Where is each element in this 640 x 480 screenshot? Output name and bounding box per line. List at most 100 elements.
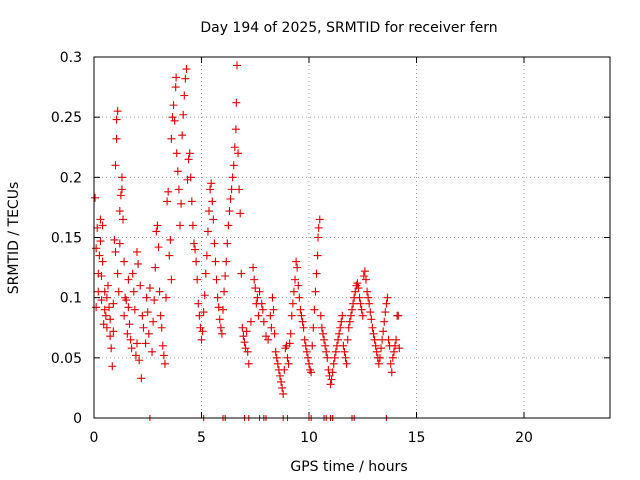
data-point [217,329,226,338]
data-point [171,83,180,92]
data-point [300,335,309,344]
data-points [91,61,404,421]
data-point [182,65,191,74]
data-point [278,383,287,392]
data-point [313,251,322,260]
data-point [101,311,110,320]
data-point [329,359,338,368]
data-point [258,305,267,314]
data-point [243,347,252,356]
data-point [108,362,117,371]
data-point [299,323,308,332]
data-point [115,207,124,216]
data-point [199,308,208,317]
data-point [186,173,195,182]
data-point [359,272,368,281]
axis-ticks: 0 0.05 0.1 0.15 0.2 0.25 0.3 0 5 10 15 20 [51,50,610,446]
data-point [298,317,307,326]
data-point [122,296,131,305]
data-point [200,291,209,300]
data-point [153,221,162,230]
data-point [123,329,132,338]
data-point [371,341,380,350]
data-point [377,344,386,353]
data-point [111,247,120,256]
data-point [120,257,129,266]
data-point [174,185,183,194]
data-point [191,245,200,254]
data-point [254,311,263,320]
data-point [288,299,297,308]
data-point [167,275,176,284]
data-point [317,323,326,332]
data-point [106,332,115,341]
data-point [341,353,350,362]
data-point [236,209,245,218]
data-point [141,339,150,348]
data-point [241,344,250,353]
data-point [203,227,212,236]
data-point [366,308,375,317]
data-point [297,311,306,320]
data-point [382,299,391,308]
data-point [380,317,389,326]
y-tick-label: 0.05 [51,351,82,367]
data-point [201,269,210,278]
data-point [389,347,398,356]
data-point [227,185,236,194]
data-point [192,257,201,266]
data-point [137,374,146,383]
data-point [335,329,344,338]
y-tick-label: 0.25 [51,110,82,126]
data-point [98,257,107,266]
data-point [133,247,141,256]
data-point [324,365,333,374]
data-point [349,299,358,308]
data-point [340,347,349,356]
data-point [96,215,105,224]
data-point [375,353,384,362]
data-point [207,179,216,188]
data-point [242,327,251,336]
y-axis-label: SRMTID / TECUs [6,182,22,295]
data-point [128,269,137,278]
data-point [113,269,122,278]
data-point [93,223,102,232]
data-point [180,91,189,100]
data-point [351,287,360,296]
data-point [239,332,248,341]
data-point [202,251,211,260]
data-point [369,329,378,338]
data-point [149,317,158,326]
data-point [109,299,118,308]
data-point [315,215,324,224]
data-point [392,335,401,344]
y-tick-label: 0.1 [60,291,82,307]
data-point [164,187,173,196]
x-axis-label: GPS time / hours [290,459,407,475]
data-point [106,315,115,324]
data-point [124,275,133,284]
data-point [293,263,302,272]
data-point [277,377,286,386]
data-point [131,351,140,360]
data-point [289,287,298,296]
data-point [167,134,176,143]
data-point [133,339,141,348]
data-point [172,149,181,158]
data-point [158,341,167,350]
data-point [129,287,138,296]
data-point [354,284,363,293]
data-point [103,281,112,290]
data-point [102,293,111,302]
data-point [184,155,193,164]
data-point [114,287,123,296]
x-tick-label: 5 [197,430,206,446]
data-point [179,110,188,119]
data-point [187,197,196,206]
data-point [251,284,260,293]
x-tick-label: 20 [515,430,533,446]
data-point [117,173,126,182]
data-point [162,293,171,302]
data-point [145,284,154,293]
